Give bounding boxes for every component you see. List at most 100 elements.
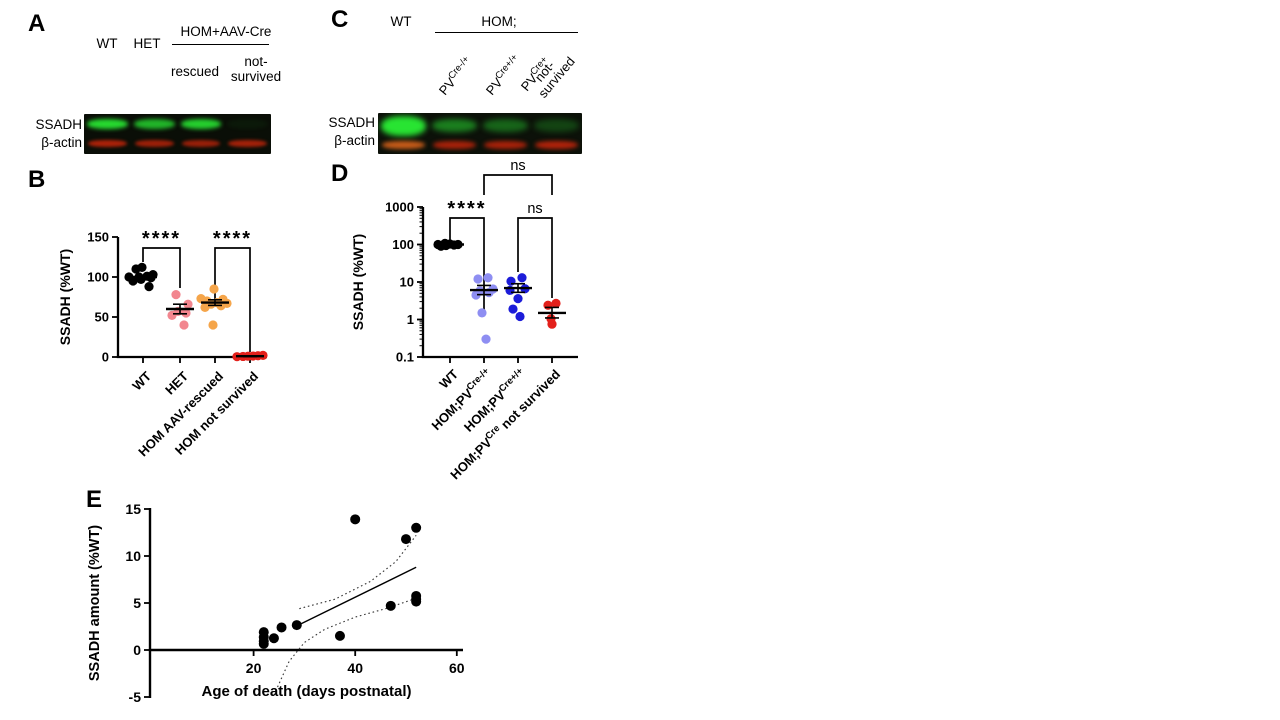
data-point <box>137 262 147 272</box>
data-point <box>258 627 269 638</box>
y-tick-label: 100 <box>392 237 414 252</box>
regression-line <box>299 566 417 626</box>
significance-bracket <box>449 217 485 310</box>
ci-upper <box>299 534 417 610</box>
x-tick-label: 20 <box>246 660 262 676</box>
blot-band-red <box>228 140 267 147</box>
y-tick-label: 150 <box>87 230 109 245</box>
significance-bracket <box>214 247 251 352</box>
blot-band-green <box>432 119 477 132</box>
category-label: HET <box>162 368 191 397</box>
data-point <box>411 590 422 601</box>
panel-a-row-ssadh: SSADH <box>35 117 82 132</box>
blot-band-red <box>134 140 174 147</box>
y-tick-label: 100 <box>87 270 109 285</box>
data-point <box>208 320 218 330</box>
y-tick-label: -5 <box>129 689 142 705</box>
panel-a-row-bactin: β-actin <box>41 135 82 150</box>
data-point <box>334 630 345 641</box>
significance-bracket <box>142 247 181 288</box>
panel-e-chart: -5 0 5 10 15 20 40 60 Age of death (days postnat… <box>87 501 465 705</box>
chart-E-content: -5 0 5 10 15 20 40 60 Age of death (days postnat… <box>87 501 465 705</box>
data-point <box>183 299 193 309</box>
panel-c-header-hom: HOM; <box>481 14 517 29</box>
ci-lower <box>273 597 417 696</box>
panel-a-header-rescued: rescued <box>170 64 220 79</box>
panel-a-header-hom: HOM+AAV-Cre <box>180 24 272 39</box>
blot-band-green <box>381 116 426 136</box>
y-tick-label: 50 <box>95 310 109 325</box>
data-point <box>276 622 287 633</box>
blot-band-red <box>181 140 221 147</box>
panel-c-hom-underline <box>435 32 578 33</box>
data-point <box>513 294 523 304</box>
panel-a-blot <box>84 114 271 154</box>
data-point <box>481 334 491 344</box>
significance-label: ns <box>527 201 542 217</box>
y-tick-label: 0 <box>102 350 109 365</box>
panel-c-label: C <box>331 6 349 33</box>
panel-e-label: E <box>86 486 103 513</box>
data-point <box>179 320 189 330</box>
y-tick-label: 1000 <box>385 200 414 215</box>
panel-c-lane-labels: PVCre-/+PVCre+/+PVCre+not-survived <box>436 52 578 101</box>
data-point <box>385 600 396 611</box>
blot-band-red <box>484 141 527 149</box>
y-axis-title: SSADH (%WT) <box>350 234 366 330</box>
significance-bracket <box>483 174 553 195</box>
x-tick-label: 40 <box>347 660 363 676</box>
panel-c-blot <box>378 113 582 154</box>
data-point <box>144 282 154 292</box>
panel-a-header-wt: WT <box>96 36 118 51</box>
panel-c-lane-labels-content: PVCre-/+PVCre+/+PVCre+not-survived <box>436 52 578 101</box>
lane-label: PVCre+/+ <box>482 52 524 98</box>
y-tick-label: 5 <box>133 595 141 611</box>
blot-band-red <box>433 141 476 149</box>
y-axis-title: SSADH amount (%WT) <box>87 525 103 681</box>
y-tick-label: 0 <box>133 642 141 658</box>
data-point <box>483 273 493 283</box>
y-tick-label: 10 <box>125 548 141 564</box>
panel-d-chart: 0.11101001000WTHOM;PVCre-/+HOM;PVCre+/+H… <box>350 158 578 482</box>
panel-a-hom-underline <box>172 44 269 45</box>
panel-a-header-not-survived: not- survived <box>230 54 282 84</box>
significance-label: **** <box>142 228 181 250</box>
panel-c-row-bactin: β-actin <box>334 133 375 148</box>
blot-band-green <box>483 119 528 132</box>
panel-c-row-ssadh: SSADH <box>328 115 375 130</box>
blot-band-red <box>88 140 127 147</box>
x-tick-label: 60 <box>449 660 465 676</box>
panel-a-header-het: HET <box>133 36 161 51</box>
y-tick-label: 0.1 <box>396 350 414 365</box>
data-point <box>401 534 411 545</box>
data-point <box>209 284 219 294</box>
blot-band-green <box>87 119 128 129</box>
data-point <box>515 311 525 322</box>
y-tick-label: 10 <box>400 275 414 290</box>
category-label: WT <box>129 368 154 393</box>
data-point <box>196 294 206 304</box>
data-point <box>411 522 422 533</box>
data-point <box>268 633 279 644</box>
category-label: WT <box>436 366 461 391</box>
significance-label: **** <box>447 198 486 220</box>
blot-band-green <box>133 119 175 129</box>
significance-bracket <box>517 217 553 298</box>
y-tick-label: 1 <box>407 312 414 327</box>
x-axis-title: Age of death (days postnatal) <box>201 683 411 700</box>
blot-band-green <box>534 119 579 132</box>
blot-band-green <box>227 119 268 129</box>
data-point <box>473 274 483 284</box>
y-axis-title: SSADH (%WT) <box>57 249 73 345</box>
significance-label: **** <box>213 228 252 250</box>
panel-d-label: D <box>331 160 349 187</box>
data-point <box>291 620 302 631</box>
data-point <box>171 290 181 300</box>
data-point <box>551 298 561 308</box>
blot-band-red <box>382 141 425 149</box>
panel-b-label: B <box>28 166 46 193</box>
data-point <box>350 514 361 525</box>
